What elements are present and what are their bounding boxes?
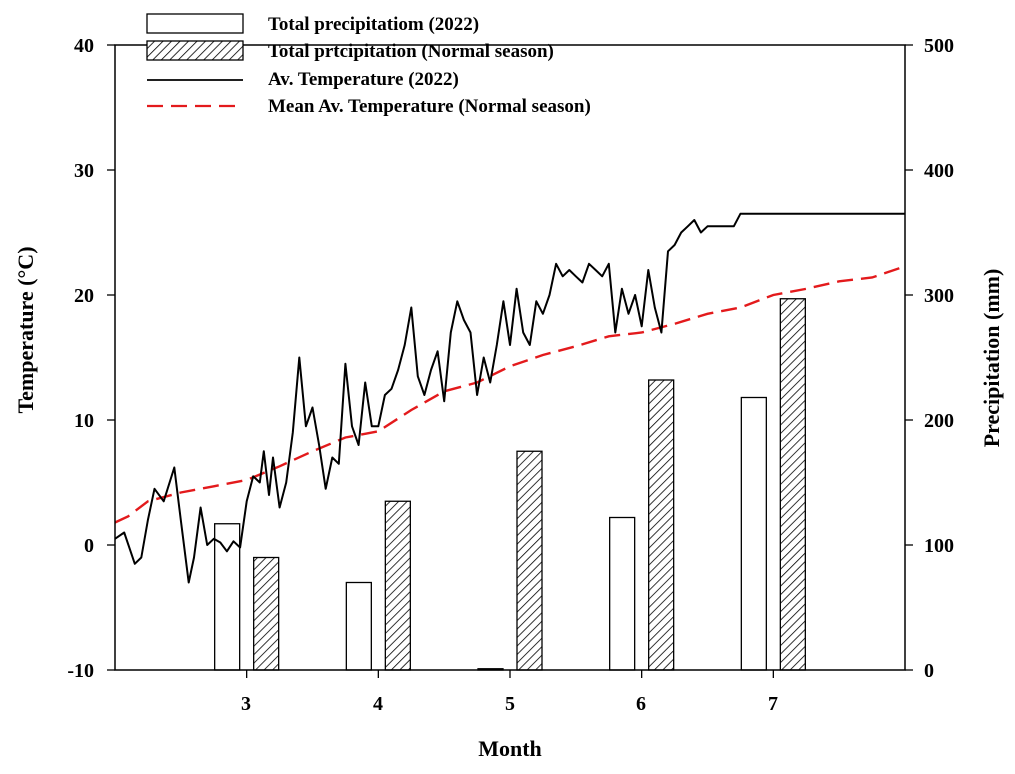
line-temp-2022 xyxy=(114,212,905,584)
y-left-tick-label: -10 xyxy=(67,660,94,682)
axes-layer: -10 0 10 20 30 40 0 100 200 300 400 500 … xyxy=(67,35,954,715)
y-right-tick-label: 500 xyxy=(924,35,954,57)
x-tick-label: 7 xyxy=(768,693,778,715)
y-left-tick-label: 40 xyxy=(74,35,94,57)
y-left-axis-title: Temperature (°C) xyxy=(13,246,38,413)
legend-label: Total precipitatiom (2022) xyxy=(268,14,479,35)
bar-precip-2022 xyxy=(214,523,241,671)
bar-precip-normal xyxy=(384,500,411,671)
y-left-tick-label: 30 xyxy=(74,160,94,182)
bar-precip-normal xyxy=(253,556,280,671)
bars-layer xyxy=(214,298,806,671)
y-left-tick-label: 20 xyxy=(74,285,94,307)
y-left-tick-label: 10 xyxy=(74,410,94,432)
y-right-tick-label: 200 xyxy=(924,410,954,432)
x-axis-title: Month xyxy=(478,736,542,761)
y-right-axis-title: Precipitation (mm) xyxy=(979,269,1004,448)
bar-precip-2022 xyxy=(609,516,636,671)
bar-precip-normal xyxy=(516,450,543,671)
legend-label: Mean Av. Temperature (Normal season) xyxy=(268,96,591,117)
x-tick-label: 6 xyxy=(636,693,646,715)
legend-label: Total prtcipitation (Normal season) xyxy=(268,41,554,62)
bar-precip-2022 xyxy=(740,396,767,671)
y-right-tick-label: 100 xyxy=(924,535,954,557)
x-tick-label: 5 xyxy=(505,693,515,715)
legend-label: Av. Temperature (2022) xyxy=(268,69,459,90)
legend: Total precipitatiom (2022) Total prtcipi… xyxy=(146,13,591,117)
y-right-tick-label: 300 xyxy=(924,285,954,307)
x-tick-label: 4 xyxy=(373,693,383,715)
bar-precip-normal xyxy=(779,298,806,671)
y-left-tick-label: 0 xyxy=(84,535,94,557)
line-mean-temp-normal xyxy=(114,265,906,524)
y-right-tick-label: 0 xyxy=(924,660,934,682)
y-right-tick-label: 400 xyxy=(924,160,954,182)
legend-swatch-precip-normal xyxy=(146,40,244,61)
x-tick-label: 3 xyxy=(241,693,251,715)
legend-swatch-precip-2022 xyxy=(146,13,244,34)
bar-precip-2022 xyxy=(345,581,372,671)
bar-precip-normal xyxy=(648,379,675,671)
lines-layer xyxy=(114,212,906,584)
